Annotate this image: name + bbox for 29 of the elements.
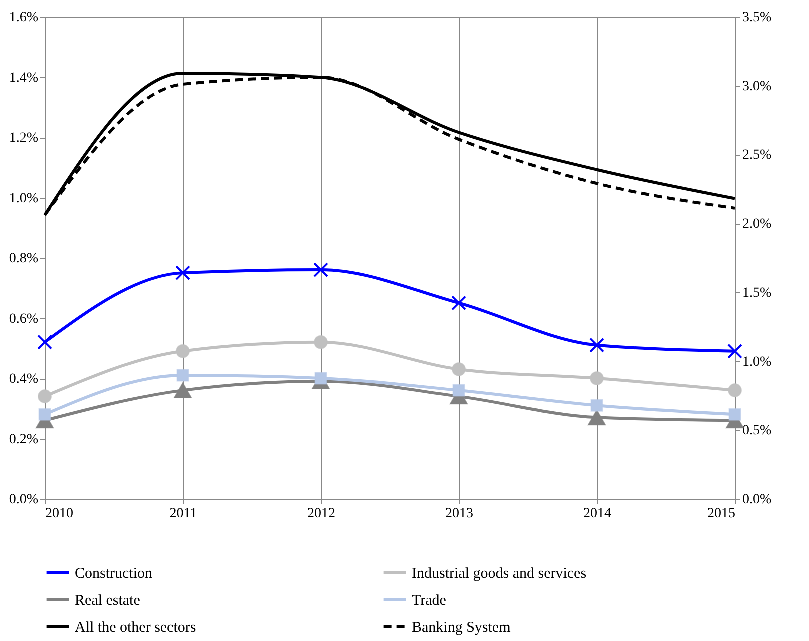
legend-label: Real estate — [75, 593, 141, 609]
legend-label: All the other sectors — [75, 620, 196, 636]
y-tick-label: 0.4% — [9, 372, 39, 387]
y-tick-label: 1.2% — [9, 131, 39, 146]
legend-label: Trade — [412, 593, 447, 609]
y2-tick-label: 1.0% — [742, 354, 772, 370]
y-tick-label: 0.6% — [9, 312, 39, 327]
y2-tick-label: 1.5% — [742, 286, 772, 301]
y2-tick-label: 3.5% — [742, 10, 772, 26]
y-tick-label: 1.6% — [9, 10, 39, 26]
y-tick-label: 0.8% — [9, 252, 39, 266]
y2-tick-label: 2.0% — [742, 217, 772, 232]
x-tick-label: 2014 — [584, 506, 612, 522]
y2-tick-label: 2.5% — [742, 148, 772, 164]
y-tick-label: 0.0% — [9, 492, 39, 508]
x-tick-label: 2015 — [708, 506, 736, 522]
x-tick-label: 2013 — [446, 506, 474, 522]
x-tick-label: 2012 — [308, 506, 336, 522]
y-tick-label: 1.0% — [9, 191, 39, 206]
x-tick-label: 2010 — [46, 506, 74, 522]
y2-tick-label: 3.0% — [742, 79, 772, 94]
y2-tick-label: 0.0% — [742, 492, 772, 508]
legend-label: Construction — [75, 566, 153, 582]
x-tick-label: 2011 — [170, 506, 198, 522]
legend-label: Industrial goods and services — [412, 566, 587, 582]
y-tick-label: 0.2% — [9, 432, 39, 448]
y2-tick-label: 0.5% — [742, 424, 772, 439]
legend-label: Banking System — [412, 620, 512, 636]
y-tick-label: 1.4% — [9, 70, 39, 86]
